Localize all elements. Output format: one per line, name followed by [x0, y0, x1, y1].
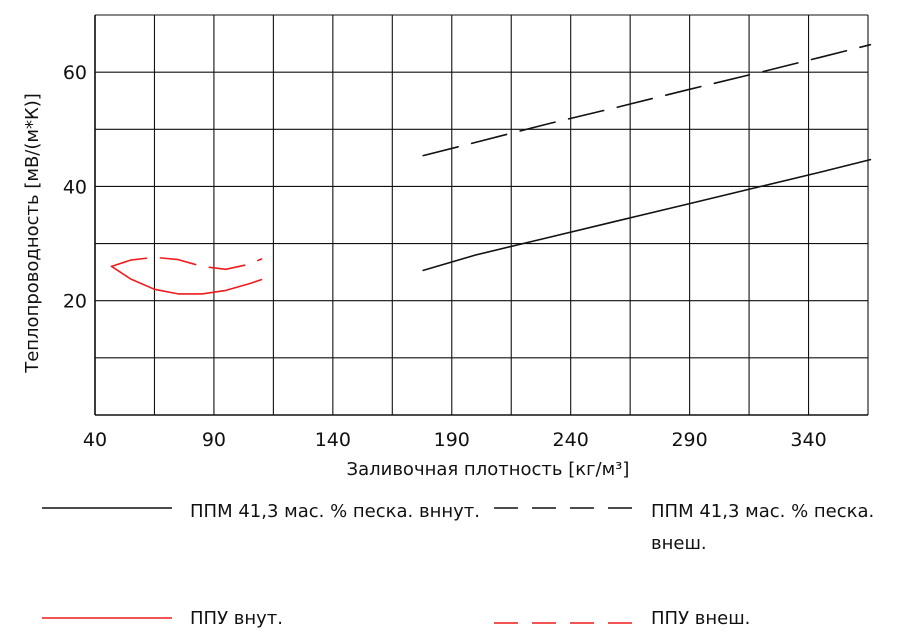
y-axis-title: Теплопроводность [мВ/(м*К)]	[22, 93, 43, 374]
tick-labels: 40 90 140 190 240 290 340 20 40 60	[63, 62, 827, 451]
legend-swatch-3	[494, 618, 634, 628]
x-tick-label: 90	[202, 429, 226, 451]
series-line-3	[112, 257, 262, 269]
y-tick-label: 40	[63, 176, 87, 198]
legend-label-0: ППМ 41,3 мас. % песка. вннут.	[190, 496, 480, 528]
series-line-0	[423, 160, 870, 271]
series-line-1	[423, 45, 870, 156]
x-tick-label: 340	[790, 429, 826, 451]
y-tick-label: 60	[63, 62, 87, 84]
series-line-2	[112, 266, 262, 294]
legend-swatch-0	[42, 503, 172, 513]
x-axis-title: Заливочная плотность [кг/м³]	[347, 459, 630, 480]
x-tick-label: 140	[315, 429, 351, 451]
legend-label-1: ППМ 41,3 мас. % песка. внеш.	[651, 496, 907, 560]
legend-label-3: ППУ внеш.	[651, 603, 907, 635]
y-tick-label: 20	[63, 291, 87, 313]
x-tick-label: 290	[671, 429, 707, 451]
legend-label-2: ППУ внут.	[190, 603, 480, 635]
legend-swatch-1	[494, 503, 634, 513]
legend-swatch-2	[42, 613, 172, 623]
axes	[95, 15, 868, 415]
x-tick-label: 240	[553, 429, 589, 451]
x-tick-label: 190	[434, 429, 470, 451]
grid	[95, 15, 868, 415]
x-tick-label: 40	[83, 429, 107, 451]
series	[112, 45, 871, 294]
